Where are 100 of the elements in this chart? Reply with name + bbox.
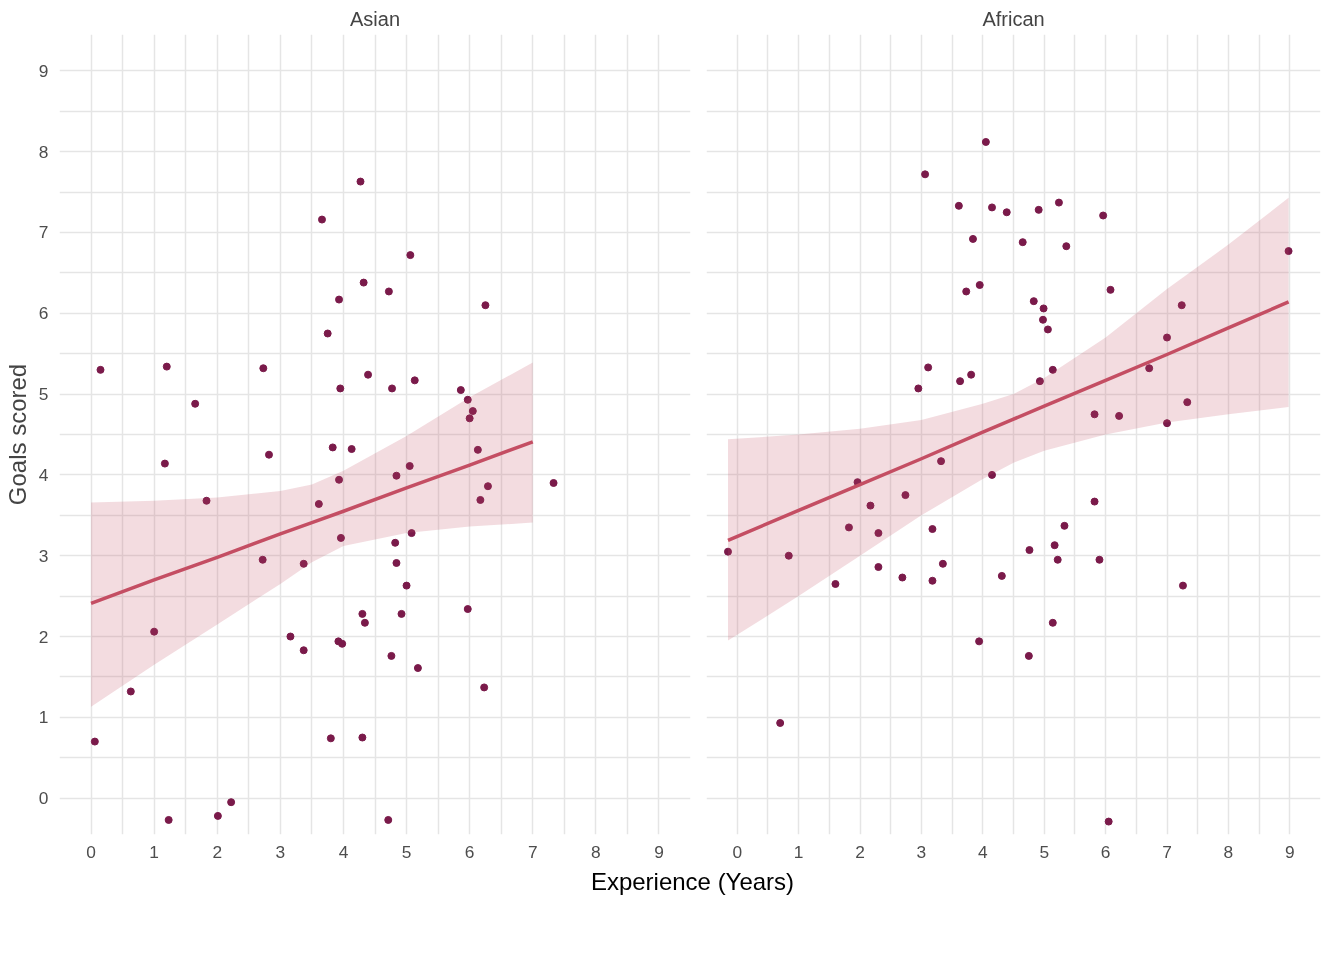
point (1177, 301, 1186, 310)
point (776, 718, 785, 727)
x-tick-label: 8 (591, 841, 601, 862)
y-tick-label: 3 (38, 545, 49, 566)
point (962, 287, 971, 296)
point (1284, 247, 1293, 256)
point (1145, 364, 1154, 373)
point (359, 278, 368, 287)
point (326, 734, 335, 743)
point (1050, 541, 1059, 550)
y-tick-label: 1 (38, 707, 49, 728)
point (1095, 555, 1104, 564)
point (338, 639, 347, 648)
point (1178, 581, 1187, 590)
point (392, 558, 401, 567)
point (90, 737, 99, 746)
point (928, 525, 937, 534)
point (387, 651, 396, 660)
point (898, 573, 907, 582)
point (314, 500, 323, 508)
point (480, 683, 489, 692)
x-tick-label: 4 (977, 841, 988, 862)
point (1002, 208, 1011, 217)
point (191, 399, 200, 408)
line-series (89, 440, 535, 606)
point (407, 529, 416, 538)
point (1062, 242, 1071, 251)
point (463, 605, 472, 614)
point (844, 523, 853, 532)
point (323, 329, 332, 338)
point (364, 370, 373, 379)
point (150, 627, 159, 636)
point (1025, 546, 1034, 555)
point (164, 815, 173, 824)
point (874, 563, 883, 572)
point (549, 478, 558, 487)
x-tick-label: 3 (916, 841, 927, 862)
x-tick-label: 5 (1039, 841, 1050, 862)
x-tick-label: 9 (1284, 841, 1295, 862)
point (937, 457, 946, 466)
chart-title: African (982, 7, 1045, 30)
point (481, 301, 490, 310)
y-tick-label: 9 (38, 60, 49, 81)
point (997, 571, 1006, 580)
x-tick-label: 9 (654, 841, 664, 862)
point (967, 370, 976, 379)
point (358, 733, 367, 742)
point (924, 363, 933, 372)
point (1035, 377, 1044, 386)
point (483, 482, 492, 491)
point (456, 386, 465, 395)
point (921, 170, 930, 179)
point (388, 384, 397, 393)
x-tick-label: 6 (464, 841, 475, 862)
point (914, 384, 923, 393)
point (336, 384, 345, 393)
point (968, 234, 977, 243)
y-axis-title: Goals scored (3, 363, 31, 506)
point (1163, 419, 1171, 428)
x-tick-label: 7 (527, 841, 538, 862)
point (384, 815, 393, 824)
x-tick-label: 0 (86, 841, 96, 862)
point (356, 177, 365, 186)
point (468, 407, 477, 416)
point (831, 580, 840, 588)
point (202, 496, 211, 505)
y-tick-label: 2 (38, 626, 49, 647)
point (402, 581, 411, 590)
point (473, 445, 482, 454)
point (988, 203, 997, 212)
point (1163, 333, 1171, 342)
x-tick-label: 0 (732, 841, 743, 862)
point (299, 559, 308, 568)
x-tick-label: 5 (401, 841, 412, 862)
point (286, 632, 295, 641)
point (384, 287, 393, 296)
x-tick-label: 2 (212, 841, 223, 862)
point (162, 362, 171, 371)
point (1053, 555, 1062, 564)
x-axis-title: Experience (Years) (590, 867, 795, 897)
point (1018, 238, 1027, 247)
point (258, 555, 267, 564)
point (956, 377, 965, 386)
point (335, 475, 344, 484)
point (954, 201, 963, 210)
point (975, 637, 984, 646)
point (227, 798, 236, 807)
point (336, 533, 345, 542)
chart-title: Asian (349, 7, 401, 30)
x-tick-label: 1 (793, 841, 804, 862)
point (866, 501, 875, 510)
point (406, 251, 415, 260)
y-tick-label: 8 (38, 141, 49, 162)
y-tick-label: 6 (38, 303, 49, 324)
y-tick-label: 4 (38, 464, 49, 485)
y-tick-label: 7 (38, 222, 49, 243)
point (988, 470, 997, 479)
point (264, 450, 273, 459)
point (476, 495, 485, 504)
point (1054, 198, 1063, 207)
